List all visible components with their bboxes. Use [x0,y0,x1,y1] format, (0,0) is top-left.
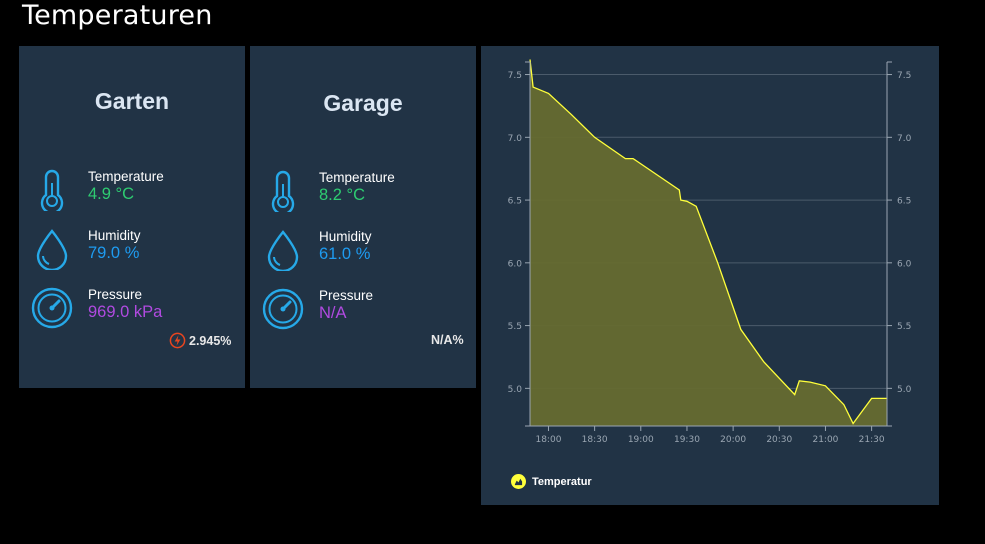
series-area [530,59,887,426]
humidity-row[interactable]: Humidity 61.0 % [262,229,472,279]
sensor-card-garage[interactable]: Garage Temperature 8.2 °C Humidity 61.0 … [250,46,476,388]
temperature-label: Temperature [88,169,164,184]
y-tick-label-right: 7.5 [897,71,911,81]
temperature-row[interactable]: Temperature 4.9 °C [31,169,241,219]
y-tick-label-left: 6.5 [508,197,522,207]
page-title: Temperaturen [22,0,213,31]
battery-value: 2.945% [189,333,232,348]
pressure-value: N/A [319,304,347,322]
card-title: Garage [323,90,403,116]
battery-value: N/A% [431,333,464,347]
y-tick-label-right: 6.0 [897,259,912,269]
x-tick-label: 21:30 [859,435,885,445]
y-tick-label-left: 5.0 [508,385,523,395]
legend-swatch-icon [511,474,526,489]
water-drop-icon [36,229,68,270]
water-drop-icon [267,230,299,271]
humidity-value: 79.0 % [88,244,140,262]
humidity-label: Humidity [88,228,141,243]
x-tick-label: 19:30 [674,435,700,445]
temperature-value: 8.2 °C [319,186,366,204]
x-tick-label: 18:30 [582,435,608,445]
temperature-chart[interactable]: 5.0 5.0 5.5 5.5 6.0 6.0 6.5 6.5 7.0 7.0 7.5 7.5 18:0… [481,46,939,505]
temperature-chart-card[interactable]: 5.0 5.0 5.5 5.5 6.0 6.0 6.5 6.5 7.0 7.0 7.5 7.5 18:0… [481,46,939,505]
x-tick-label: 20:30 [766,435,792,445]
x-tick-label: 20:00 [720,435,746,445]
gauge-icon [31,287,73,329]
battery-status: N/A% [431,333,464,347]
y-tick-label-right: 6.5 [897,197,911,207]
legend-label: Temperatur [532,475,592,488]
y-tick-label-left: 6.0 [508,259,523,269]
y-tick-label-left: 7.0 [508,134,523,144]
card-title: Garten [94,88,170,114]
series-line [529,59,887,425]
battery-status: 2.945% [169,332,231,349]
x-tick-label: 18:00 [535,435,561,445]
y-tick-label-right: 5.5 [897,322,911,332]
humidity-row[interactable]: Humidity 79.0 % [31,228,241,278]
temperature-label: Temperature [319,170,395,185]
thermometer-icon [271,170,295,212]
pressure-value: 969.0 kPa [88,303,163,321]
pressure-row[interactable]: Pressure 969.0 kPa [31,287,241,337]
x-tick-label: 19:00 [628,435,654,445]
temperature-value: 4.9 °C [88,185,135,203]
thermometer-icon [40,169,64,211]
pressure-label: Pressure [319,288,374,303]
y-tick-label-right: 5.0 [897,385,912,395]
y-tick-label-left: 5.5 [508,322,522,332]
sensor-card-garten[interactable]: Garten Temperature 4.9 °C Humidity 79.0 … [19,46,245,388]
x-tick-label: 21:00 [812,435,838,445]
humidity-label: Humidity [319,229,372,244]
gauge-icon [262,288,304,330]
y-tick-label-left: 7.5 [508,71,522,81]
y-tick-label-right: 7.0 [897,134,912,144]
lightning-icon [169,332,186,349]
pressure-row[interactable]: Pressure N/A [262,288,472,338]
humidity-value: 61.0 % [319,245,371,263]
temperature-row[interactable]: Temperature 8.2 °C [262,170,472,220]
pressure-label: Pressure [88,287,143,302]
chart-legend[interactable]: Temperatur [511,474,592,489]
